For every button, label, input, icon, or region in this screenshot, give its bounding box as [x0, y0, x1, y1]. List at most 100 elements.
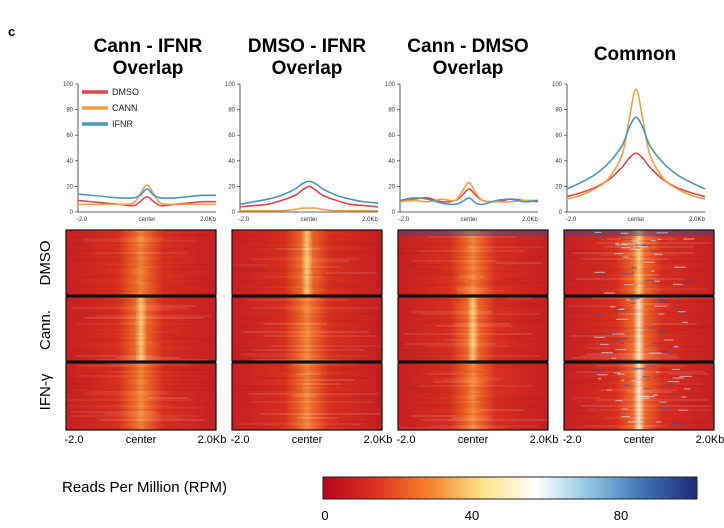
heatmap-texture [233, 297, 382, 361]
heatmap-column-2 [231, 229, 383, 431]
heatmap-x-tick-label: -2.0 [65, 434, 84, 446]
series-line-dmso [77, 195, 217, 207]
legend-label-dmso: DMSO [112, 87, 139, 97]
chart-title-1-line-1: Cann - IFNR [94, 36, 203, 57]
heatmap-x-tick-label: center [126, 434, 157, 446]
y-tick-label: 20 [388, 184, 395, 190]
heatmap-column-1 [65, 229, 217, 431]
heatmap-texture [566, 363, 712, 429]
profile-plot-2: 0 20 40 60 80 100 -2.0 center 2.0Kb [225, 82, 379, 223]
heatmap-texture [564, 230, 714, 294]
x-tick-label: 2.0Kb [200, 217, 216, 223]
colorbar-label: Reads Per Million (RPM) [62, 479, 227, 496]
x-tick-label: center [461, 217, 478, 223]
heatmap-texture [66, 363, 215, 429]
y-tick-label: 60 [228, 133, 235, 139]
y-tick-label: 100 [225, 82, 236, 88]
heatmap-block-cann [232, 297, 382, 361]
y-tick-label: 40 [66, 159, 73, 165]
heatmap-block-dmso [232, 230, 382, 295]
heatmap-x-tick-label: 2.0Kb [696, 434, 724, 446]
chart-title-3-line-2: Overlap [433, 58, 504, 79]
colorbar [322, 476, 698, 500]
x-tick-label: center [628, 217, 645, 223]
chart-title-2-line-1: DMSO - IFNR [248, 36, 366, 57]
heatmap-x-tick-label: center [624, 434, 655, 446]
y-tick-label: 40 [388, 159, 395, 165]
y-tick-label: 80 [555, 108, 562, 114]
series-line-cann [78, 184, 216, 206]
legend-label-ifnr: IFNR [112, 119, 133, 129]
heatmap-texture [399, 363, 548, 429]
heatmap-texture [66, 230, 215, 294]
axes-3 [399, 84, 538, 213]
chart-title-3-line-1: Cann - DMSO [407, 36, 528, 57]
heatmap-x-tick-label: 2.0Kb [530, 434, 559, 446]
heatmap-block-ifn [66, 363, 216, 430]
x-tick-label: -2.0 [239, 217, 250, 223]
heatmap-texture [232, 363, 381, 429]
series-line-cann [399, 181, 539, 203]
profile-plot-1: 0 20 40 60 80 100 -2.0 center 2.0Kb DMSO CANN IFNR [63, 82, 217, 223]
legend-label-cann: CANN [112, 103, 138, 113]
y-tick-label: 60 [555, 133, 562, 139]
series-line-ifnr [239, 180, 379, 206]
heatmap-block-cann [564, 297, 714, 361]
row-label-cann: Cann. [37, 310, 54, 350]
heatmap-x-tick-label: 2.0Kb [364, 434, 393, 446]
series-line-dmso [239, 185, 379, 208]
heatmap-texture [566, 297, 714, 361]
x-tick-label: 2.0Kb [689, 217, 705, 223]
x-tick-label: 2.0Kb [522, 217, 538, 223]
heatmap-column-4 [563, 229, 715, 431]
y-tick-label: 0 [232, 210, 236, 216]
x-tick-label: 2.0Kb [362, 217, 378, 223]
y-tick-label: 80 [228, 108, 235, 114]
y-tick-label: 40 [228, 159, 235, 165]
heatmap-column-3 [397, 229, 549, 431]
y-tick-label: 60 [388, 133, 395, 139]
y-tick-label: 100 [63, 82, 74, 88]
heatmap-block-cann [66, 297, 216, 361]
axes-2 [239, 84, 378, 213]
y-tick-label: 100 [385, 82, 396, 88]
heatmap-block-ifn [232, 363, 382, 430]
y-tick-label: 20 [228, 184, 235, 190]
colorbar-tick-40: 40 [465, 508, 479, 523]
heatmap-x-tick-label: center [292, 434, 323, 446]
y-tick-label: 80 [66, 108, 73, 114]
series-line-cann [566, 88, 706, 200]
heatmap-x-tick-label: -2.0 [231, 434, 250, 446]
heatmap-x-tick-label: 2.0Kb [198, 434, 227, 446]
profile-plot-4: 0 20 40 60 80 100 -2.0 center 2.0Kb [552, 82, 706, 223]
y-tick-label: 0 [559, 210, 563, 216]
row-label-dmso: DMSO [37, 241, 54, 286]
heatmap-block-dmso [398, 230, 548, 295]
x-tick-label: -2.0 [77, 217, 88, 223]
x-tick-label: -2.0 [399, 217, 410, 223]
heatmap-block-ifn [398, 363, 548, 430]
heatmap-x-tick-label: -2.0 [563, 434, 582, 446]
heatmap-block-dmso [66, 230, 216, 295]
y-tick-label: 80 [388, 108, 395, 114]
panel-label: c [8, 24, 15, 39]
y-tick-label: 20 [66, 184, 73, 190]
series-line-dmso [566, 152, 706, 198]
series-line-cann [240, 207, 378, 212]
chart-title-4-line-1: Common [594, 44, 676, 65]
heatmap-block-cann [398, 297, 548, 361]
y-tick-label: 60 [66, 133, 73, 139]
profile-plot-3: 0 20 40 60 80 100 -2.0 center 2.0Kb [385, 82, 539, 223]
axes-1 [77, 84, 216, 213]
x-tick-label: -2.0 [566, 217, 577, 223]
y-tick-label: 0 [70, 210, 74, 216]
series-line-ifnr [77, 188, 217, 199]
heatmap-texture [69, 297, 213, 361]
heatmap-texture [398, 230, 548, 294]
colorbar-tick-80: 80 [614, 508, 628, 523]
heatmap-texture [399, 297, 547, 361]
y-tick-label: 100 [552, 82, 563, 88]
colorbar-tick-0: 0 [321, 508, 328, 523]
chart-title-2-line-2: Overlap [272, 58, 343, 79]
y-tick-label: 20 [555, 184, 562, 190]
